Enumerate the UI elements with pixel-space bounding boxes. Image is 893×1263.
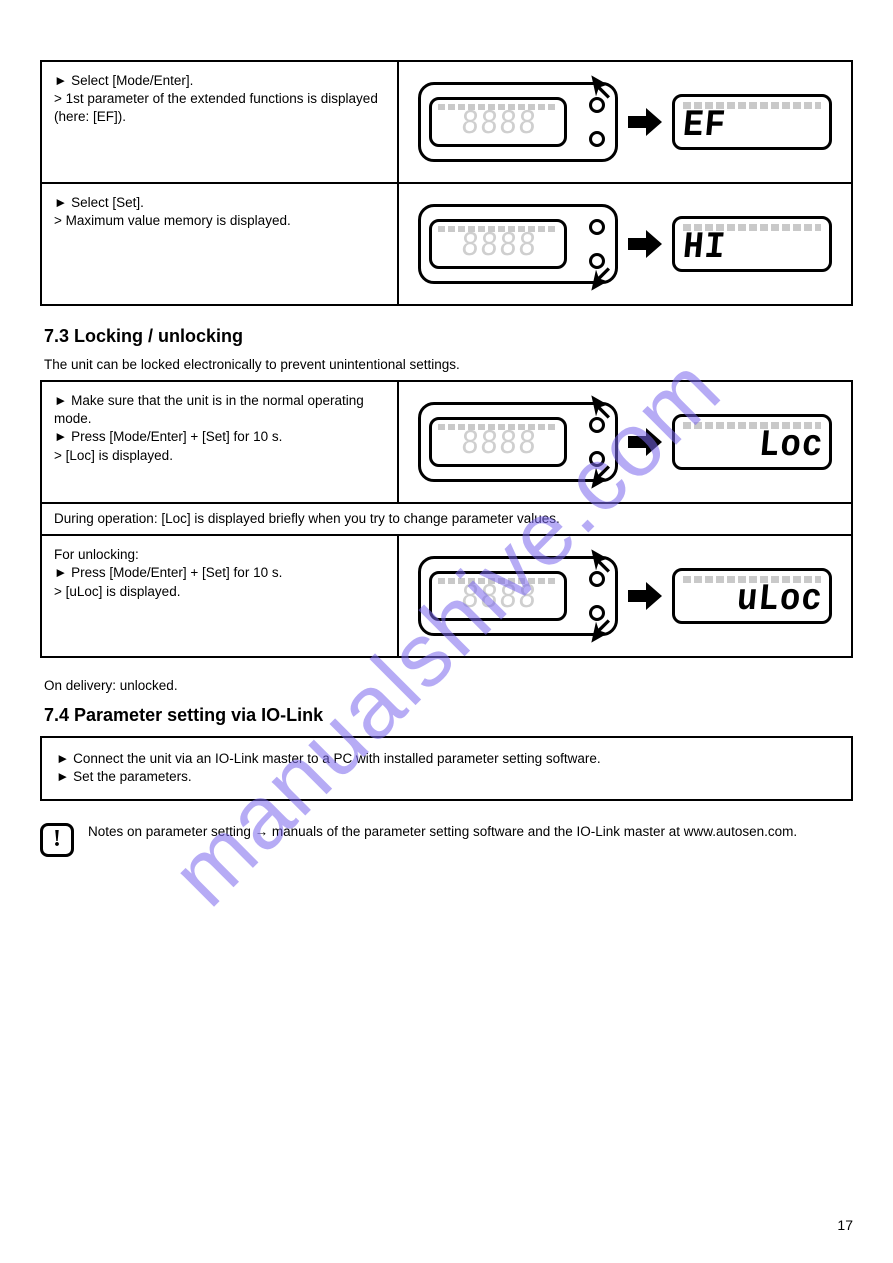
ghost-digit: 8 xyxy=(460,582,479,617)
step-text: ► Press [Mode/Enter] + [Set] for 10 s. xyxy=(54,564,385,582)
result-text: uLoc xyxy=(735,582,824,619)
lcd-display: 8 8 8 8 xyxy=(429,417,567,467)
result-arrow-icon xyxy=(628,582,662,610)
step-text: ► Connect the unit via an IO-Link master… xyxy=(56,750,837,768)
ghost-digit: 8 xyxy=(517,230,536,265)
table-row: For unlocking: ► Press [Mode/Enter] + [S… xyxy=(41,535,852,657)
step-text: For unlocking: xyxy=(54,546,385,564)
lcd-display: 8 8 8 8 xyxy=(429,97,567,147)
result-display: HI xyxy=(672,216,832,272)
mode-enter-button[interactable] xyxy=(589,219,605,235)
diagram-cell: 8 8 8 8 HI xyxy=(398,183,852,305)
result-text: EF xyxy=(681,107,727,144)
instruction-box: ► Connect the unit via an IO-Link master… xyxy=(40,736,853,800)
diagram-cell: 8 8 8 8 Loc xyxy=(398,381,852,503)
device-frame: 8 8 8 8 xyxy=(418,556,618,636)
result-arrow-icon xyxy=(628,108,662,136)
table-row: During operation: [Loc] is displayed bri… xyxy=(41,503,852,535)
step-text: > [uLoc] is displayed. xyxy=(54,583,385,601)
button-group xyxy=(589,571,605,621)
ghost-digit: 8 xyxy=(517,108,536,143)
ghost-digit: 8 xyxy=(498,428,517,463)
result-arrow-icon xyxy=(628,428,662,456)
press-arrow-icon xyxy=(589,393,617,421)
page: manualshive.com ► Select [Mode/Enter]. >… xyxy=(0,0,893,1263)
table-row: ► Select [Mode/Enter]. > 1st parameter o… xyxy=(41,61,852,183)
press-arrow-icon xyxy=(589,463,617,491)
mid-note: During operation: [Loc] is displayed bri… xyxy=(41,503,852,535)
diagram-wrap: 8 8 8 8 uLoc xyxy=(411,546,839,646)
result-display: Loc xyxy=(672,414,832,470)
device-frame: 8 8 8 8 xyxy=(418,402,618,482)
press-arrow-icon xyxy=(589,73,617,101)
step-text: > Maximum value memory is displayed. xyxy=(54,212,385,230)
table-row: ► Make sure that the unit is in the norm… xyxy=(41,381,852,503)
press-arrow-icon xyxy=(589,547,617,575)
set-button[interactable] xyxy=(589,131,605,147)
ghost-digit: 8 xyxy=(479,428,498,463)
step-text: ► Select [Set]. xyxy=(54,194,385,212)
ghost-digit: 8 xyxy=(517,428,536,463)
note-row: ! Notes on parameter setting → manuals o… xyxy=(40,823,853,857)
ghost-digit: 8 xyxy=(517,582,536,617)
step-text: ► Press [Mode/Enter] + [Set] for 10 s. xyxy=(54,428,385,446)
lcd-display: 8 8 8 8 xyxy=(429,219,567,269)
instruction-text-cell: For unlocking: ► Press [Mode/Enter] + [S… xyxy=(41,535,398,657)
press-arrow-icon xyxy=(589,265,617,293)
ghost-digit: 8 xyxy=(479,230,498,265)
step-text: > [Loc] is displayed. xyxy=(54,447,385,465)
lcd-display: 8 8 8 8 xyxy=(429,571,567,621)
result-display: uLoc xyxy=(672,568,832,624)
result-arrow-icon xyxy=(628,230,662,258)
button-group xyxy=(589,417,605,467)
step-text: > 1st parameter of the extended function… xyxy=(54,90,385,126)
ghost-digit: 8 xyxy=(460,428,479,463)
ghost-digit: 8 xyxy=(479,108,498,143)
section-heading: 7.4 Parameter setting via IO-Link xyxy=(44,705,853,726)
table-row: ► Select [Set]. > Maximum value memory i… xyxy=(41,183,852,305)
diagram-wrap: 8 8 8 8 EF xyxy=(411,72,839,172)
ghost-digit: 8 xyxy=(460,230,479,265)
ghost-digit: 8 xyxy=(498,230,517,265)
diagram-wrap: 8 8 8 8 HI xyxy=(411,194,839,294)
instruction-table-2: ► Make sure that the unit is in the norm… xyxy=(40,380,853,658)
result-display: EF xyxy=(672,94,832,150)
section-intro: The unit can be locked electronically to… xyxy=(44,357,853,372)
button-group xyxy=(589,97,605,147)
instruction-table-1: ► Select [Mode/Enter]. > 1st parameter o… xyxy=(40,60,853,306)
ghost-digit: 8 xyxy=(498,582,517,617)
ghost-digit: 8 xyxy=(498,108,517,143)
instruction-text-cell: ► Make sure that the unit is in the norm… xyxy=(41,381,398,503)
instruction-text-cell: ► Select [Set]. > Maximum value memory i… xyxy=(41,183,398,305)
device-frame: 8 8 8 8 xyxy=(418,204,618,284)
step-text: ► Set the parameters. xyxy=(56,768,837,786)
ghost-digit: 8 xyxy=(479,582,498,617)
delivery-note: On delivery: unlocked. xyxy=(44,678,853,693)
button-group xyxy=(589,219,605,269)
note-text: Notes on parameter setting → manuals of … xyxy=(88,823,797,841)
step-text: ► Select [Mode/Enter]. xyxy=(54,72,385,90)
diagram-wrap: 8 8 8 8 Loc xyxy=(411,392,839,492)
step-text: ► Make sure that the unit is in the norm… xyxy=(54,392,385,428)
diagram-cell: 8 8 8 8 EF xyxy=(398,61,852,183)
result-text: Loc xyxy=(757,427,825,464)
page-number: 17 xyxy=(837,1217,853,1233)
press-arrow-icon xyxy=(589,617,617,645)
result-text: HI xyxy=(681,229,727,266)
section-heading: 7.3 Locking / unlocking xyxy=(44,326,853,347)
info-icon: ! xyxy=(40,823,74,857)
ghost-digit: 8 xyxy=(460,108,479,143)
device-frame: 8 8 8 8 xyxy=(418,82,618,162)
diagram-cell: 8 8 8 8 uLoc xyxy=(398,535,852,657)
instruction-text-cell: ► Select [Mode/Enter]. > 1st parameter o… xyxy=(41,61,398,183)
